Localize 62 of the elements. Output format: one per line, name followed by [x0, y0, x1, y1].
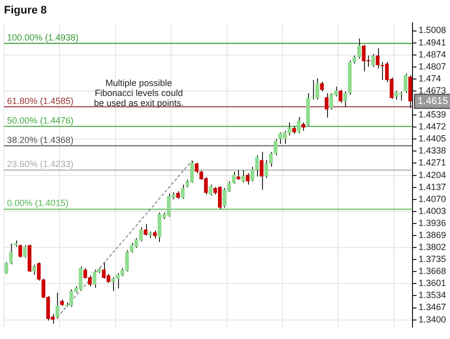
- ref-line-label: 100.00% (1.4938): [7, 32, 79, 42]
- candlestick: [343, 91, 348, 108]
- y-tick-label: 1.5008: [418, 25, 446, 36]
- y-tick-label: 1.4070: [418, 194, 446, 204]
- candlestick: [260, 151, 264, 190]
- candlestick: [218, 186, 222, 210]
- candlestick: [241, 170, 245, 183]
- y-tick-label: 1.4003: [418, 206, 446, 216]
- candlestick: [357, 38, 361, 60]
- y-tick-label: 1.4204: [418, 170, 446, 180]
- candlestick: [144, 223, 148, 236]
- candlestick: [404, 73, 408, 94]
- candlestick: [111, 276, 115, 292]
- y-tick-label: 1.3936: [418, 218, 446, 228]
- y-tick-label: 1.4539: [418, 110, 446, 120]
- y-tick-label: 1.4673: [418, 85, 446, 96]
- candlestick: [278, 132, 282, 144]
- y-tick-label: 1.3467: [418, 302, 446, 312]
- candlestick: [236, 170, 240, 180]
- y-tick-label: 1.4941: [418, 37, 446, 48]
- candlestick: [371, 53, 375, 68]
- y-tick-label: 1.3869: [418, 230, 446, 240]
- ref-line-label: 0.00% (1.4015): [7, 198, 69, 208]
- y-tick-label: 1.4271: [418, 158, 446, 168]
- y-tick-label: 1.4338: [418, 146, 446, 156]
- candlestick: [338, 89, 342, 104]
- candlestick: [324, 92, 328, 118]
- candlestick: [130, 242, 134, 254]
- candlestick: [180, 184, 185, 200]
- candlestick: [264, 160, 268, 179]
- y-tick-label: 1.3601: [418, 278, 446, 288]
- y-tick-label: 1.3534: [418, 290, 446, 300]
- y-tick-label: 1.4472: [418, 122, 446, 132]
- candlestick: [376, 48, 380, 69]
- y-tick-label: 1.474: [418, 73, 442, 84]
- y-tick-label: 1.4874: [418, 49, 446, 60]
- y-tick-label: 1.4807: [418, 61, 446, 72]
- ref-line-label: 38.20% (1.4368): [7, 134, 74, 145]
- candlestick: [296, 116, 301, 134]
- y-tick-label: 1.3735: [418, 254, 446, 264]
- y-tick-label: 1.3668: [418, 266, 446, 276]
- candlestick: [23, 244, 27, 258]
- ref-line-label: 50.00% (1.4476): [7, 115, 74, 126]
- y-tick-label: 1.3400: [418, 314, 446, 324]
- candlestick: [18, 244, 22, 258]
- candlestick: [310, 80, 315, 100]
- y-tick-label: 1.4405: [418, 134, 446, 144]
- y-tick-label: 1.3802: [418, 242, 446, 252]
- candlestick: [315, 78, 320, 100]
- ref-line-label: 61.80% (1.4585): [7, 96, 74, 106]
- candlestick: [362, 44, 366, 72]
- candlestick: [320, 81, 324, 92]
- candlestick: [232, 171, 236, 184]
- annotation: Multiple possible Fibonacci levels could be used as exit points.: [94, 78, 184, 108]
- candlestick: [246, 172, 250, 186]
- annotation: 1.4615: [417, 96, 448, 108]
- candlestick: [4, 262, 8, 274]
- candlestick: [116, 272, 120, 290]
- ref-line-label: 23.60% (1.4233): [7, 159, 74, 170]
- chart-title: Figure 8: [4, 4, 47, 17]
- candlestick: [32, 264, 36, 276]
- y-tick-label: 1.4137: [418, 182, 446, 192]
